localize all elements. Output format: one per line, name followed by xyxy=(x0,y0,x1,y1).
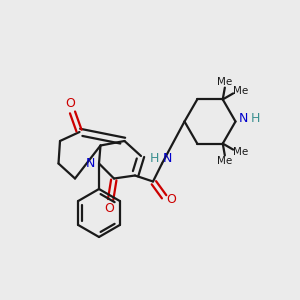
Text: O: O xyxy=(166,193,176,206)
Text: Me: Me xyxy=(233,147,248,157)
Text: N: N xyxy=(163,152,172,165)
Text: H: H xyxy=(150,152,159,165)
Text: Me: Me xyxy=(233,86,248,96)
Text: H: H xyxy=(251,112,261,125)
Text: N: N xyxy=(85,157,95,170)
Text: Me: Me xyxy=(217,156,232,167)
Text: N: N xyxy=(239,112,249,125)
Text: O: O xyxy=(66,97,75,110)
Text: Me: Me xyxy=(217,76,232,87)
Text: O: O xyxy=(104,202,114,215)
